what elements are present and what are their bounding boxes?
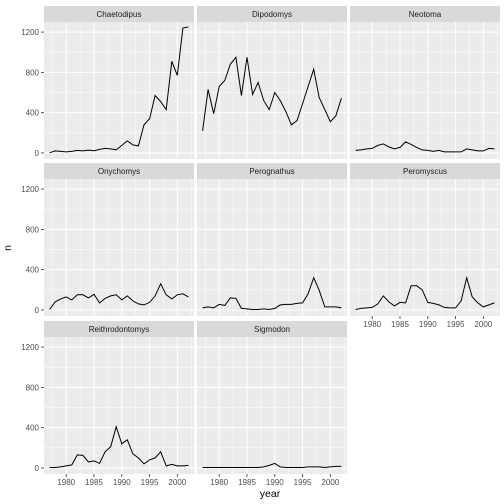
y-tick-label: 800	[26, 68, 40, 77]
strip-neotoma	[350, 6, 500, 22]
y-tick-label: 1200	[21, 185, 39, 194]
strip-label-reithrodontomys: Reithrodontomys	[89, 325, 149, 334]
series-line-neotoma	[355, 141, 495, 153]
panel-bg-neotoma	[350, 22, 500, 159]
y-tick-label: 400	[26, 424, 40, 433]
x-tick-label: 1990	[113, 478, 131, 487]
strip-label-onychomys: Onychomys	[98, 167, 140, 176]
series-line-peromyscus	[355, 275, 495, 310]
y-axis-title: n	[2, 245, 14, 251]
x-tick-label: 1985	[391, 320, 409, 329]
panel-bg-chaetodipus	[44, 22, 194, 159]
x-tick-label: 1980	[57, 478, 75, 487]
strip-peromyscus	[350, 163, 500, 179]
x-axis-layer: 1980 1985 1990 1995 2000 1980 1985 1990 1995 2000…	[57, 316, 493, 487]
strip-onychomys	[44, 163, 194, 179]
x-tick-label: 1985	[238, 478, 256, 487]
x-tick-label: 1995	[141, 478, 159, 487]
y-tick-label: 400	[26, 109, 40, 118]
strip-label-sigmodon: Sigmodon	[254, 325, 290, 334]
series-line-chaetodipus	[49, 26, 189, 154]
strip-label-perognathus: Perognathus	[249, 167, 294, 176]
strip-label-dipodomys: Dipodomys	[252, 10, 292, 19]
x-tick-label: 1990	[266, 478, 284, 487]
series-line-reithrodontomys	[49, 424, 189, 468]
strip-dipodomys	[197, 6, 347, 22]
panel-bg-dipodomys	[197, 22, 347, 159]
strip-label-peromyscus: Peromyscus	[403, 167, 447, 176]
panel-chaetodipus: Chaetodipus	[44, 6, 194, 159]
x-tick-label: 1995	[447, 320, 465, 329]
x-tick-label: 2000	[168, 478, 186, 487]
y-tick-label: 400	[26, 266, 40, 275]
strip-sigmodon	[197, 321, 347, 337]
y-tick-label: 0	[35, 306, 40, 315]
y-tick-label: 1200	[21, 28, 39, 37]
panel-bg-sigmodon	[197, 337, 347, 474]
panel-dipodomys: Dipodomys	[197, 6, 347, 159]
panel-peromyscus: Peromyscus	[350, 163, 500, 316]
series-line-onychomys	[49, 282, 189, 310]
y-axis-layer: 0 400 800 1200 0 400 800 1200 0 400 800 1200	[21, 28, 44, 473]
x-axis-title: year	[260, 488, 281, 500]
strip-label-neotoma: Neotoma	[409, 10, 442, 19]
x-tick-label: 2000	[321, 478, 339, 487]
panels-layer: Chaetodipus Dipodomys Neotoma Onychomys Pero…	[44, 6, 500, 474]
panel-bg-reithrodontomys	[44, 337, 194, 474]
x-tick-label: 1985	[85, 478, 103, 487]
panel-onychomys: Onychomys	[44, 163, 194, 316]
panel-reithrodontomys: Reithrodontomys	[44, 321, 194, 474]
y-tick-label: 800	[26, 225, 40, 234]
panel-sigmodon: Sigmodon	[197, 321, 347, 474]
x-tick-label: 1995	[294, 478, 312, 487]
panel-bg-perognathus	[197, 179, 347, 316]
strip-reithrodontomys	[44, 321, 194, 337]
x-tick-label: 1980	[363, 320, 381, 329]
series-line-perognathus	[202, 276, 342, 311]
series-line-dipodomys	[202, 56, 342, 131]
y-tick-label: 0	[35, 149, 40, 158]
strip-perognathus	[197, 163, 347, 179]
x-tick-label: 2000	[474, 320, 492, 329]
y-tick-label: 1200	[21, 343, 39, 352]
panel-bg-onychomys	[44, 179, 194, 316]
y-tick-label: 0	[35, 464, 40, 473]
panel-neotoma: Neotoma	[350, 6, 500, 159]
x-tick-label: 1980	[210, 478, 228, 487]
series-line-sigmodon	[202, 462, 342, 469]
strip-label-chaetodipus: Chaetodipus	[97, 10, 142, 19]
panel-bg-peromyscus	[350, 179, 500, 316]
panel-perognathus: Perognathus	[197, 163, 347, 316]
strip-chaetodipus	[44, 6, 194, 22]
y-tick-label: 800	[26, 383, 40, 392]
x-tick-label: 1990	[419, 320, 437, 329]
